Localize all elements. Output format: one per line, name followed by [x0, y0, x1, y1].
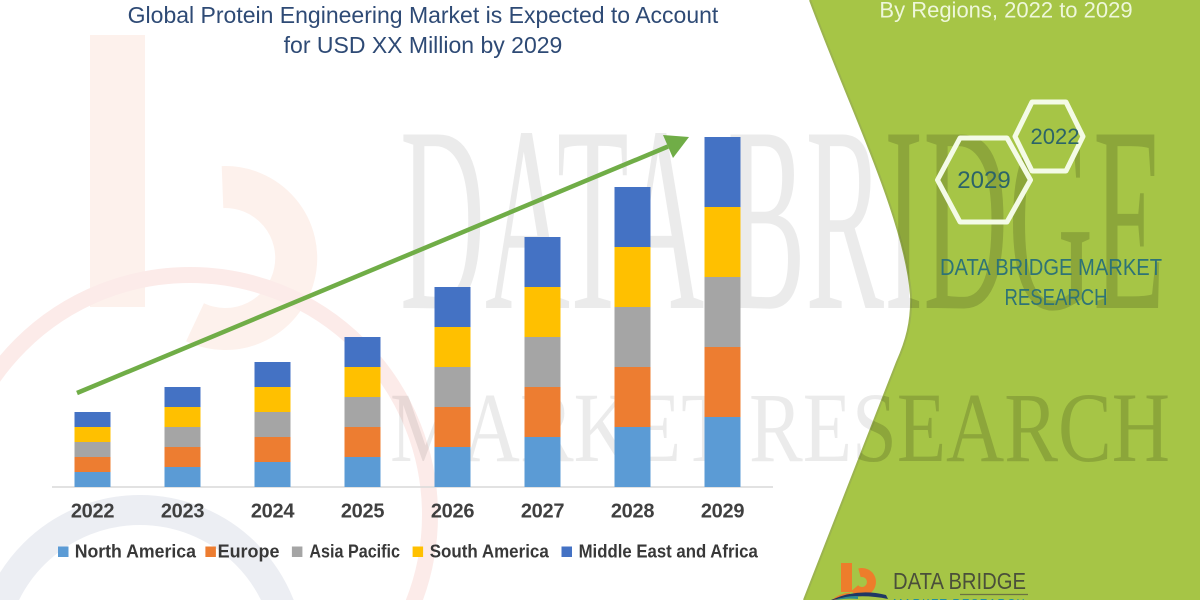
svg-text:DATA BRIDGE MARKET: DATA BRIDGE MARKET — [940, 254, 1162, 280]
svg-text:South America: South America — [430, 542, 550, 562]
svg-text:2029: 2029 — [957, 167, 1010, 194]
svg-text:North America: North America — [75, 542, 197, 562]
svg-text:2023: 2023 — [161, 501, 204, 523]
svg-text:By Regions, 2022 to 2029: By Regions, 2022 to 2029 — [879, 0, 1132, 23]
svg-text:2027: 2027 — [521, 501, 564, 523]
svg-text:DATA BRIDGE: DATA BRIDGE — [893, 568, 1026, 594]
svg-text:MARKET RESEARCH: MARKET RESEARCH — [390, 372, 1170, 483]
svg-text:Middle East and Africa: Middle East and Africa — [579, 542, 759, 562]
svg-text:2028: 2028 — [611, 501, 654, 523]
svg-text:MARKET RESEARCH: MARKET RESEARCH — [893, 596, 1026, 600]
svg-text:Global Protein Engineering Mar: Global Protein Engineering Market is Exp… — [128, 2, 719, 28]
svg-text:Europe: Europe — [218, 542, 280, 562]
svg-text:Asia Pacific: Asia Pacific — [309, 542, 400, 562]
svg-text:RESEARCH: RESEARCH — [1005, 284, 1108, 310]
svg-text:2024: 2024 — [251, 501, 295, 523]
svg-text:2025: 2025 — [341, 501, 384, 523]
svg-text:2022: 2022 — [71, 501, 114, 523]
svg-text:2022: 2022 — [1031, 124, 1080, 149]
svg-text:for USD XX Million by 2029: for USD XX Million by 2029 — [284, 32, 563, 58]
svg-text:2026: 2026 — [431, 501, 474, 523]
svg-text:2029: 2029 — [701, 501, 744, 523]
